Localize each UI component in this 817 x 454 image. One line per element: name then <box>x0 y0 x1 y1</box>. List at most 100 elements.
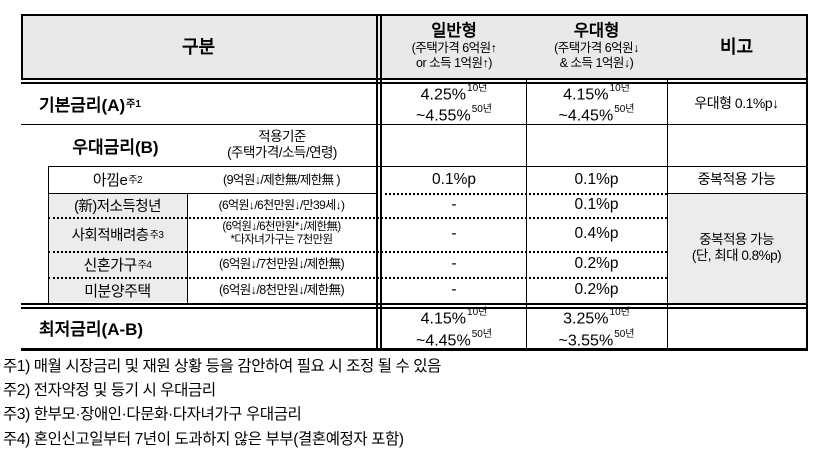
base-general-from: 4.25% <box>420 86 467 103</box>
base-general-to: ~4.55% <box>415 107 471 125</box>
merged-note-line1: 중복적용 가능 <box>699 231 774 247</box>
row-akkim-footnote-mark: 주2 <box>128 175 143 186</box>
row-lowincome-name: (新)저소득청년 <box>74 198 161 215</box>
base-rate-general-cell: 4.25%10년 ~4.55%50년 <box>382 82 526 125</box>
header-row-background <box>21 14 808 78</box>
base-general-from-term: 10년 <box>467 82 488 94</box>
row-separator-dotted-1 <box>48 217 667 219</box>
pref-criteria-title: 적용기준 <box>258 129 306 144</box>
min-rate-preferred-cell: 3.25%10년 ~3.55%50년 <box>526 307 667 349</box>
row-social-preferred-value: 0.4%p <box>574 225 619 242</box>
row-lowincome-criteria: (6억원↓/6천만원↓/만39세↓) <box>218 198 345 212</box>
row-akkim-general-value: 0.1%p <box>432 170 476 188</box>
header-general-cell: 일반형 (주택가격 6억원↑ or 소득 1억원↑) <box>382 14 526 78</box>
row-akkim-name: 아낌e <box>92 172 128 189</box>
line-under-pref-header-row <box>48 166 808 167</box>
row-social-criteria-line2: *다자녀가구는 7천만원 <box>230 234 333 246</box>
row-separator-akkim-dotted-mid <box>380 193 667 195</box>
row-newlywed-preferred-value: 0.2%p <box>574 255 619 272</box>
row-newlywed-general-cell: - <box>382 251 526 277</box>
base-preferred-from-term: 10년 <box>609 82 630 94</box>
pref-criteria-sub: (주택가격/소득/연령) <box>227 145 337 160</box>
header-general-sub1: (주택가격 6억원↑ <box>411 41 497 55</box>
row-akkim-criteria-cell: (9억원↓/제한無/제한無 ) <box>187 166 376 193</box>
min-general-to-term: 50년 <box>471 328 493 340</box>
min-rate-note-cell <box>667 307 806 348</box>
row-newlywed-criteria: (6억원↓/7천만원↓/제한無) <box>218 257 345 271</box>
base-rate-preferred-cell: 4.15%10년 ~4.45%50년 <box>526 82 667 125</box>
inner-name-criteria-divider <box>187 193 188 303</box>
header-note-cell: 비고 <box>667 14 806 78</box>
row-unsold-criteria-cell: (6억원↓/8천만원↓/제한無) <box>187 277 376 303</box>
vertical-line-general-preferred <box>526 78 527 351</box>
min-preferred-to: ~3.55% <box>558 331 614 349</box>
row-unsold-criteria: (6억원↓/8천만원↓/제한無) <box>218 283 345 297</box>
min-general-from-term: 10년 <box>467 307 488 319</box>
row-newlywed-name: 신혼가구 <box>83 256 138 274</box>
merged-note-background <box>669 194 806 303</box>
row-unsold-name-cell: 미분양주택 <box>48 277 187 303</box>
header-left-border <box>21 14 23 78</box>
row-social-general-cell: - <box>382 217 526 251</box>
min-general-from: 4.15% <box>420 310 467 328</box>
double-line-under-header-a <box>21 78 808 80</box>
double-line-above-min-rate-b <box>21 307 808 309</box>
base-preferred-to-term: 50년 <box>614 104 635 115</box>
header-preferred-cell: 우대형 (주택가격 6억원↓ & 소득 1억원↓) <box>526 14 667 78</box>
row-newlywed-footnote-mark: 주4 <box>137 259 152 271</box>
row-newlywed-general-value: - <box>451 255 457 272</box>
shaded-name-cells-background <box>49 194 187 302</box>
row-newlywed-criteria-cell: (6억원↓/7천만원↓/제한無) <box>187 251 376 277</box>
base-rate-label-cell: 기본금리(A) 주1 <box>21 82 376 124</box>
row-newlywed-name-cell: 신혼가구 주4 <box>48 251 187 277</box>
row-social-footnote-mark: 주3 <box>149 229 164 241</box>
header-preferred-title: 우대형 <box>573 22 620 40</box>
footnote-2: 주2) 전자약정 및 등기 시 우대금리 <box>3 382 216 400</box>
base-preferred-from: 4.15% <box>563 86 609 103</box>
min-preferred-from: 3.25% <box>563 310 609 328</box>
row-separator-akkim-solid-left <box>48 193 377 194</box>
row-lowincome-criteria-cell: (6억원↓/6천만원↓/만39세↓) <box>187 193 376 217</box>
base-preferred-to: ~4.45% <box>558 107 614 125</box>
header-general-sub2: or 소득 1억원↑) <box>416 55 492 70</box>
base-general-to-term: 50년 <box>471 104 493 115</box>
base-rate-footnote-mark: 주1 <box>126 98 141 110</box>
row-akkim-criteria: (9억원↓/제한無/제한無 ) <box>223 172 341 187</box>
double-line-above-min-rate-a <box>21 303 808 305</box>
row-lowincome-general-value: - <box>451 196 457 213</box>
row-separator-dotted-3 <box>48 277 667 279</box>
footnote-1: 주1) 매월 시장금리 및 재원 상황 등을 감안하여 필요 시 조정 될 수 … <box>3 358 441 375</box>
row-social-criteria-cell: (6억원↓/6천만원*↓/제한無) *다자녀가구는 7천만원 <box>187 217 376 251</box>
base-rate-note: 우대형 0.1%p↓ <box>694 94 779 111</box>
row-unsold-name: 미분양주택 <box>84 282 151 300</box>
header-category-cell: 구분 <box>21 14 376 78</box>
row-unsold-preferred-value: 0.2%p <box>574 281 619 298</box>
row-akkim-preferred-cell: 0.1%p <box>526 166 667 193</box>
double-line-under-header-b <box>21 82 808 84</box>
row-unsold-general-value: - <box>451 281 457 298</box>
row-social-criteria-line1: (6억원↓/6천만원*↓/제한無) <box>222 220 341 233</box>
table-right-border <box>806 14 808 351</box>
row-akkim-note-cell: 중복적용 가능 <box>667 166 806 193</box>
merged-note-line2: (단, 최대 0.8%p) <box>691 248 782 263</box>
header-preferred-sub1: (주택가격 6억원↓ <box>554 41 639 55</box>
row-unsold-preferred-cell: 0.2%p <box>526 277 667 303</box>
min-general-to: ~4.45% <box>415 331 471 349</box>
row-social-general-value: - <box>451 225 457 242</box>
table-bottom-border <box>21 348 808 351</box>
row-akkim-note: 중복적용 가능 <box>697 171 776 188</box>
row-social-name-cell: 사회적배려층 주3 <box>48 217 187 251</box>
line-under-base-rate-row <box>21 124 808 125</box>
row-lowincome-preferred-value: 0.1%p <box>574 196 619 213</box>
header-category-label: 구분 <box>181 37 216 57</box>
min-rate-general-cell: 4.15%10년 ~4.45%50년 <box>382 307 526 349</box>
row-lowincome-name-cell: (新)저소득청년 <box>48 193 187 217</box>
header-general-title: 일반형 <box>431 22 477 40</box>
min-preferred-from-term: 10년 <box>609 307 630 319</box>
base-rate-note-cell: 우대형 0.1%p↓ <box>667 82 806 124</box>
header-note-label: 비고 <box>719 37 754 57</box>
row-akkim-preferred-value: 0.1%p <box>574 170 619 188</box>
rate-table: 구분 일반형 (주택가격 6억원↑ or 소득 1억원↑) 우대형 (주택가격 … <box>21 14 808 351</box>
row-akkim-general-cell: 0.1%p <box>382 166 526 193</box>
